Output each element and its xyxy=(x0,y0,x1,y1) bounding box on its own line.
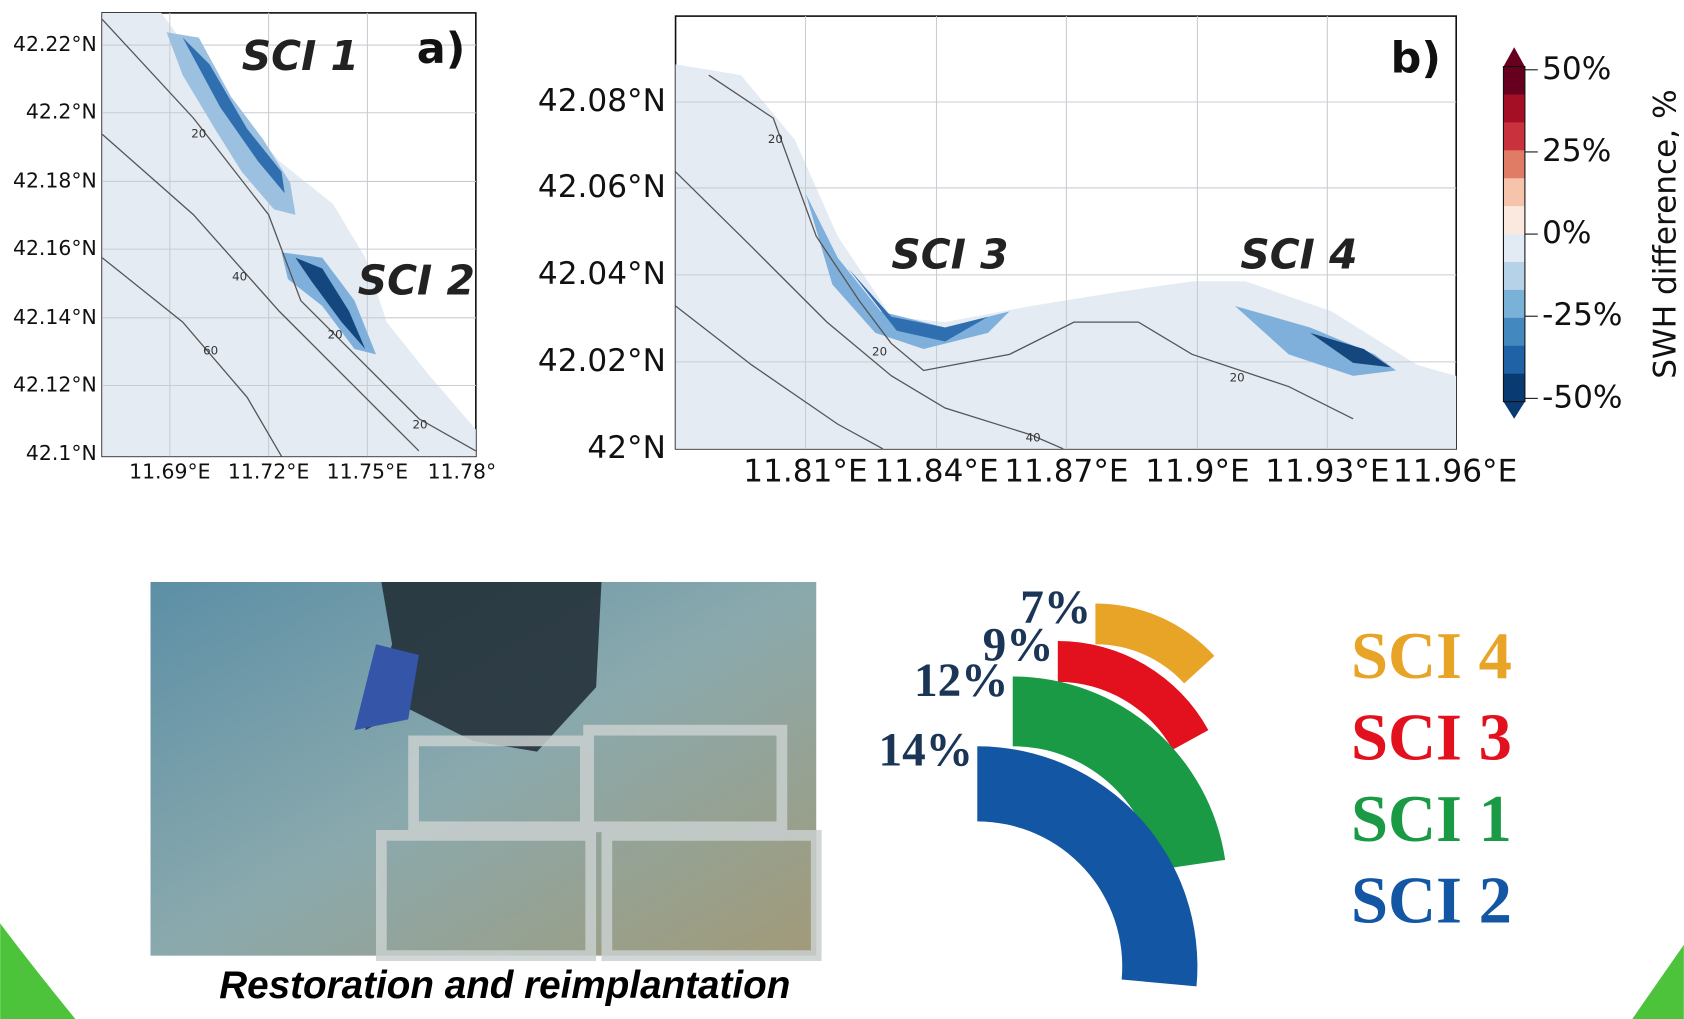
contour-label: 40 xyxy=(1026,431,1041,445)
legend-entry: SCI 3 xyxy=(1351,701,1512,774)
lon-label: 11.96°E xyxy=(1393,453,1517,489)
colorbar: SWH difference, % 50% 25% 0% -25% -50% xyxy=(1503,47,1683,419)
site-label: SCI 3 xyxy=(891,231,1008,279)
map-b: 20 20 20 40 SCI 3 SCI 4 b) xyxy=(676,16,1457,449)
lat-label: 42.16°N xyxy=(13,236,97,260)
contour-label: 20 xyxy=(328,328,343,342)
lat-label: 42.02°N xyxy=(538,343,666,379)
lat-label: 42.04°N xyxy=(538,256,666,292)
lat-label: 42.12°N xyxy=(13,372,97,396)
legend-entry: SCI 4 xyxy=(1351,620,1512,693)
radial-chart: 7%SCI 49%SCI 312%SCI 114%SCI 2 xyxy=(879,582,1512,986)
contour-label: 40 xyxy=(232,270,247,284)
contour-label: 60 xyxy=(203,344,218,358)
colorbar-tick-label: 50% xyxy=(1542,51,1611,87)
lat-label: 42°N xyxy=(587,430,665,466)
lon-label: 11.72°E xyxy=(228,459,309,483)
lat-label: 42.18°N xyxy=(13,168,97,192)
caption: Restoration and reimplantation xyxy=(219,964,790,1007)
value-label: 12% xyxy=(914,655,1008,707)
lat-label: 42.08°N xyxy=(538,83,666,119)
colorbar-end xyxy=(1503,402,1524,419)
corner-decor xyxy=(0,923,75,1019)
lon-label: 11.75°E xyxy=(327,459,408,483)
contour-label: 20 xyxy=(1230,370,1245,384)
contour-label: 20 xyxy=(191,127,206,141)
colorbar-bin xyxy=(1503,234,1524,262)
colorbar-bin xyxy=(1503,206,1524,234)
lon-label: 11.69°E xyxy=(129,459,210,483)
lat-label: 42.2°N xyxy=(26,100,97,124)
corner-decor xyxy=(1632,945,1684,1019)
contour-label: 20 xyxy=(412,418,427,432)
legend-entry: SCI 1 xyxy=(1351,783,1512,856)
lon-label: 11.84°E xyxy=(874,453,998,489)
figure: 20 40 60 20 20 SCI 1 SCI 2 a) 20 20 20 4… xyxy=(0,0,1684,1019)
colorbar-bin xyxy=(1503,290,1524,318)
colorbar-label: SWH difference, % xyxy=(1648,89,1684,378)
lat-label: 42.1°N xyxy=(26,441,97,465)
colorbar-tick-label: 25% xyxy=(1542,133,1611,169)
site-label: SCI 2 xyxy=(358,256,475,304)
lat-label: 42.06°N xyxy=(538,169,666,205)
site-label: SCI 4 xyxy=(1240,231,1357,279)
colorbar-bin xyxy=(1503,262,1524,290)
colorbar-tick-label: -50% xyxy=(1542,379,1622,415)
colorbar-bin xyxy=(1503,122,1524,150)
colorbar-bin xyxy=(1503,318,1524,346)
colorbar-bin xyxy=(1503,67,1524,95)
lon-label: 11.81°E xyxy=(743,453,867,489)
lon-label: 11.87°E xyxy=(1004,453,1128,489)
lat-label: 42.22°N xyxy=(13,32,97,56)
colorbar-bin xyxy=(1503,94,1524,122)
contour-label: 20 xyxy=(768,132,783,146)
panel-label: a) xyxy=(417,24,466,74)
colorbar-tick-label: 0% xyxy=(1542,215,1591,251)
lon-label: 11.9°E xyxy=(1145,453,1250,489)
colorbar-end xyxy=(1503,47,1524,66)
lon-label: 11.78° xyxy=(428,459,497,483)
lat-label: 42.14°N xyxy=(13,305,97,329)
colorbar-bin xyxy=(1503,178,1524,206)
site-label: SCI 1 xyxy=(242,32,359,80)
value-label: 14% xyxy=(879,725,973,777)
colorbar-tick-label: -25% xyxy=(1542,297,1622,333)
map-a: 20 40 60 20 20 SCI 1 SCI 2 a) xyxy=(102,13,476,456)
contour-label: 20 xyxy=(872,345,887,359)
colorbar-bin xyxy=(1503,346,1524,374)
colorbar-bin xyxy=(1503,374,1524,402)
colorbar-bin xyxy=(1503,150,1524,178)
panel-label: b) xyxy=(1391,34,1441,84)
legend-entry: SCI 2 xyxy=(1351,865,1512,938)
lon-label: 11.93°E xyxy=(1265,453,1389,489)
photo: Restoration and reimplantation xyxy=(150,582,816,1007)
